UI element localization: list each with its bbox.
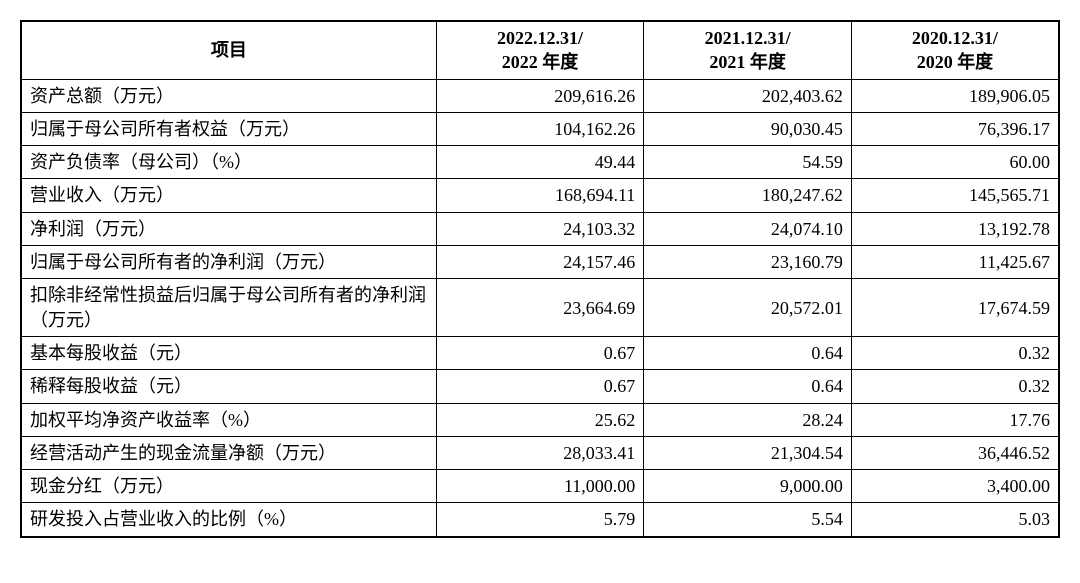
row-value-2022: 28,033.41 [436,436,644,469]
col-header-2021-line2: 2021 年度 [709,52,786,72]
row-label: 营业收入（万元） [21,179,436,212]
row-value-2021: 23,160.79 [644,246,852,279]
row-value-2020: 13,192.78 [851,212,1059,245]
col-header-2020: 2020.12.31/ 2020 年度 [851,21,1059,79]
row-value-2021: 0.64 [644,370,852,403]
col-header-2020-line1: 2020.12.31/ [912,28,998,48]
col-header-item-label: 项目 [211,40,247,60]
row-label: 归属于母公司所有者的净利润（万元） [21,246,436,279]
row-value-2021: 5.54 [644,503,852,537]
row-value-2020: 11,425.67 [851,246,1059,279]
row-value-2022: 0.67 [436,336,644,369]
table-row: 归属于母公司所有者权益（万元） 104,162.26 90,030.45 76,… [21,112,1059,145]
row-label: 现金分红（万元） [21,470,436,503]
row-label: 基本每股收益（元） [21,336,436,369]
table-row: 经营活动产生的现金流量净额（万元） 28,033.41 21,304.54 36… [21,436,1059,469]
row-value-2020: 0.32 [851,370,1059,403]
row-value-2020: 189,906.05 [851,79,1059,112]
col-header-2020-line2: 2020 年度 [917,52,994,72]
row-value-2020: 145,565.71 [851,179,1059,212]
table-row: 扣除非经常性损益后归属于母公司所有者的净利润（万元） 23,664.69 20,… [21,279,1059,337]
table-row: 研发投入占营业收入的比例（%） 5.79 5.54 5.03 [21,503,1059,537]
table-header-row: 项目 2022.12.31/ 2022 年度 2021.12.31/ 2021 … [21,21,1059,79]
row-value-2022: 24,157.46 [436,246,644,279]
table-row: 净利润（万元） 24,103.32 24,074.10 13,192.78 [21,212,1059,245]
row-value-2020: 76,396.17 [851,112,1059,145]
row-value-2020: 36,446.52 [851,436,1059,469]
row-label: 扣除非经常性损益后归属于母公司所有者的净利润（万元） [21,279,436,337]
row-value-2021: 28.24 [644,403,852,436]
financial-table: 项目 2022.12.31/ 2022 年度 2021.12.31/ 2021 … [20,20,1060,538]
col-header-2021-line1: 2021.12.31/ [705,28,791,48]
table-row: 资产负债率（母公司）（%） 49.44 54.59 60.00 [21,146,1059,179]
row-value-2022: 209,616.26 [436,79,644,112]
row-label: 研发投入占营业收入的比例（%） [21,503,436,537]
row-value-2022: 24,103.32 [436,212,644,245]
row-label: 经营活动产生的现金流量净额（万元） [21,436,436,469]
table-row: 资产总额（万元） 209,616.26 202,403.62 189,906.0… [21,79,1059,112]
row-value-2021: 20,572.01 [644,279,852,337]
row-value-2021: 180,247.62 [644,179,852,212]
row-value-2021: 9,000.00 [644,470,852,503]
col-header-2022: 2022.12.31/ 2022 年度 [436,21,644,79]
table-row: 营业收入（万元） 168,694.11 180,247.62 145,565.7… [21,179,1059,212]
row-label: 资产负债率（母公司）（%） [21,146,436,179]
row-label: 资产总额（万元） [21,79,436,112]
row-label: 加权平均净资产收益率（%） [21,403,436,436]
table-body: 资产总额（万元） 209,616.26 202,403.62 189,906.0… [21,79,1059,537]
row-value-2021: 0.64 [644,336,852,369]
row-value-2022: 0.67 [436,370,644,403]
row-value-2022: 11,000.00 [436,470,644,503]
col-header-2021: 2021.12.31/ 2021 年度 [644,21,852,79]
col-header-2022-line1: 2022.12.31/ [497,28,583,48]
row-value-2022: 25.62 [436,403,644,436]
row-label: 稀释每股收益（元） [21,370,436,403]
row-value-2021: 24,074.10 [644,212,852,245]
row-value-2020: 0.32 [851,336,1059,369]
row-value-2020: 5.03 [851,503,1059,537]
row-value-2021: 54.59 [644,146,852,179]
row-value-2022: 49.44 [436,146,644,179]
row-value-2021: 21,304.54 [644,436,852,469]
row-value-2022: 5.79 [436,503,644,537]
row-value-2022: 23,664.69 [436,279,644,337]
table-row: 稀释每股收益（元） 0.67 0.64 0.32 [21,370,1059,403]
row-label: 净利润（万元） [21,212,436,245]
table-header: 项目 2022.12.31/ 2022 年度 2021.12.31/ 2021 … [21,21,1059,79]
table-row: 基本每股收益（元） 0.67 0.64 0.32 [21,336,1059,369]
row-value-2020: 3,400.00 [851,470,1059,503]
row-label: 归属于母公司所有者权益（万元） [21,112,436,145]
row-value-2021: 90,030.45 [644,112,852,145]
table-row: 现金分红（万元） 11,000.00 9,000.00 3,400.00 [21,470,1059,503]
row-value-2020: 17,674.59 [851,279,1059,337]
row-value-2021: 202,403.62 [644,79,852,112]
col-header-2022-line2: 2022 年度 [502,52,579,72]
row-value-2020: 60.00 [851,146,1059,179]
row-value-2022: 168,694.11 [436,179,644,212]
table-row: 加权平均净资产收益率（%） 25.62 28.24 17.76 [21,403,1059,436]
row-value-2020: 17.76 [851,403,1059,436]
row-value-2022: 104,162.26 [436,112,644,145]
col-header-item: 项目 [21,21,436,79]
financial-table-container: 项目 2022.12.31/ 2022 年度 2021.12.31/ 2021 … [20,20,1060,538]
table-row: 归属于母公司所有者的净利润（万元） 24,157.46 23,160.79 11… [21,246,1059,279]
